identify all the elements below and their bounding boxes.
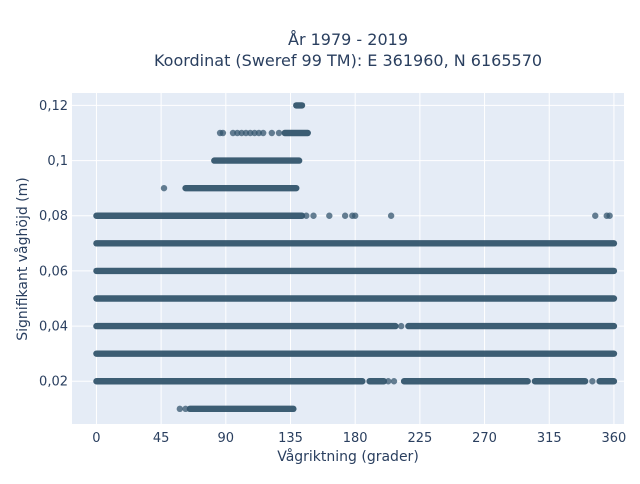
- y-tick-label: 0,12: [39, 99, 68, 114]
- data-point: [219, 129, 227, 137]
- x-tick-label: 360: [602, 431, 627, 446]
- chart-title-line-2: Koordinat (Sweref 99 TM): E 361960, N 61…: [154, 51, 542, 70]
- data-point: [351, 212, 359, 219]
- data-point: [606, 212, 613, 219]
- data-point: [385, 378, 392, 385]
- y-tick-labels: 0,02 0,04 0,06 0,08 0,1 0,12: [39, 99, 68, 390]
- data-point: [275, 129, 283, 137]
- x-tick-labels: 0 45 90 135 180 225 270 315 360: [92, 431, 626, 446]
- data-point: [341, 212, 349, 219]
- x-tick-label: 0: [92, 431, 100, 446]
- data-point: [259, 129, 267, 137]
- plot-area: [72, 93, 624, 424]
- data-point: [160, 184, 168, 192]
- x-tick-label: 135: [278, 431, 303, 446]
- chart-title-line-1: År 1979 - 2019: [288, 30, 408, 49]
- data-point: [326, 212, 333, 219]
- data-point: [176, 405, 184, 413]
- y-axis-title: Signifikant våghöjd (m): [14, 177, 31, 340]
- x-tick-label: 225: [407, 431, 432, 446]
- data-point: [310, 212, 317, 219]
- y-tick-label: 0,02: [39, 375, 68, 390]
- y-tick-label: 0,08: [39, 209, 68, 224]
- data-point: [387, 212, 395, 219]
- data-point: [182, 405, 189, 413]
- data-point: [589, 378, 596, 385]
- y-tick-label: 0,1: [47, 154, 68, 169]
- x-tick-label: 90: [218, 431, 235, 446]
- x-tick-label: 45: [153, 431, 170, 446]
- y-tick-label: 0,04: [39, 320, 68, 335]
- data-point: [303, 212, 310, 219]
- data-point: [390, 378, 398, 385]
- x-tick-label: 315: [537, 431, 562, 446]
- data-marks: [93, 102, 618, 413]
- data-point: [268, 129, 276, 137]
- x-tick-label: 270: [472, 431, 497, 446]
- y-tick-label: 0,06: [39, 264, 68, 279]
- data-point: [592, 212, 599, 219]
- data-point: [397, 322, 405, 330]
- x-axis-title: Vågriktning (grader): [277, 448, 419, 465]
- x-tick-label: 180: [343, 431, 368, 446]
